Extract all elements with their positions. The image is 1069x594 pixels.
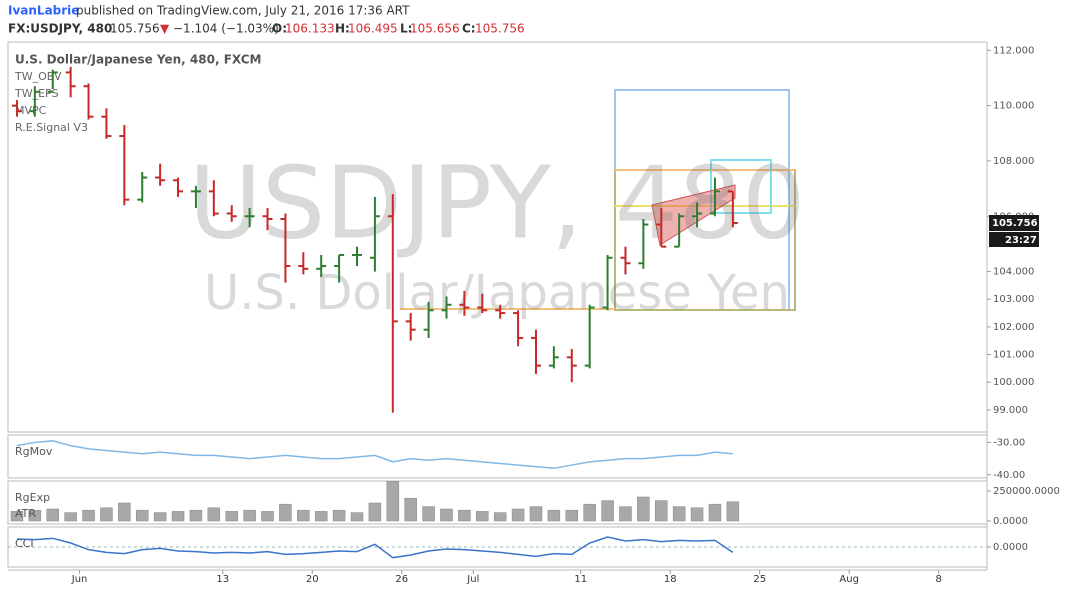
y-tick-label: 102.000	[993, 322, 1034, 333]
histogram-bar	[332, 509, 346, 522]
ohlc-value: 105.656	[410, 22, 460, 36]
indicator-line	[16, 440, 733, 470]
timer-badge-label: 23:27	[1005, 235, 1037, 246]
x-tick-label: 26	[395, 574, 408, 585]
histogram-bar	[493, 512, 507, 522]
histogram-bar	[135, 509, 149, 522]
ohlc-value: 105.756	[475, 22, 525, 36]
histogram-bar	[476, 511, 489, 522]
indicator-label: R.E.Signal V3	[15, 121, 88, 134]
drawing-box	[710, 159, 772, 214]
ohlc-value: 106.133	[285, 22, 335, 36]
timer-badge	[989, 232, 1039, 248]
y-tick-label: 0.0000	[993, 516, 1028, 527]
histogram-bar	[565, 509, 579, 522]
published-note: published on TradingView.com, July 21, 2…	[76, 4, 410, 18]
histogram-bar	[297, 509, 310, 522]
x-tick-label: 11	[574, 574, 587, 585]
histogram-bar	[619, 506, 632, 522]
price-badge-label: 105.756	[992, 218, 1038, 229]
histogram-bar	[243, 509, 256, 522]
x-tick-label: Aug	[839, 574, 859, 585]
y-tick-label: 100.000	[993, 377, 1034, 388]
indicator-subtitle: ATR	[15, 507, 36, 520]
x-tick-label: 13	[216, 574, 229, 585]
histogram-bar	[547, 509, 561, 522]
y-tick-label: 110.000	[993, 101, 1034, 112]
histogram-bar	[386, 481, 400, 522]
change: −1.104 (−1.03%)	[173, 22, 279, 36]
indicator-title: RgExp	[15, 491, 50, 504]
watermark: U.S. Dollar/Japanese Yen	[204, 265, 790, 321]
y-tick-label: 101.000	[993, 350, 1034, 361]
ohlc-label: L:	[400, 22, 412, 36]
y-tick-label: 104.000	[993, 267, 1034, 278]
y-tick-label: -40.00	[993, 470, 1025, 481]
author-link[interactable]: IvanLabrie	[8, 4, 79, 18]
histogram-bar	[64, 512, 77, 522]
histogram-bar	[726, 501, 740, 522]
histogram-bar	[511, 508, 525, 522]
histogram-bar	[422, 506, 435, 522]
histogram-bar	[261, 511, 274, 522]
plot-area: Jun 13 20 26 Jul 11 18 25 Aug 8 99.000 100.000 101.0…	[8, 45, 1060, 585]
y-tick-label: 103.000	[993, 294, 1034, 305]
histogram-bar	[655, 500, 668, 522]
change-arrow: ▼	[160, 22, 170, 36]
ohlc-value: 106.495	[348, 22, 398, 36]
ohlc-label: H:	[335, 22, 350, 36]
x-tick-label: Jun	[71, 574, 88, 585]
histogram-bar	[171, 511, 185, 522]
symbol: FX:USDJPY, 480	[8, 22, 112, 36]
histogram-bar	[28, 509, 42, 522]
indicator-line	[16, 536, 734, 559]
histogram-bar	[153, 512, 167, 522]
histogram-bar	[189, 509, 203, 522]
price-badge	[989, 215, 1039, 232]
histogram-bar	[601, 500, 614, 522]
histogram-bar	[529, 506, 543, 522]
histogram-bar	[583, 503, 596, 522]
x-tick-label: Jul	[466, 574, 479, 585]
histogram-bar	[207, 507, 221, 522]
x-tick-label: 20	[306, 574, 319, 585]
indicator-title: CCI	[15, 537, 34, 550]
watermark: USDJPY, 480	[189, 144, 806, 261]
histogram-bar	[82, 509, 95, 522]
histogram-bar	[637, 496, 650, 522]
y-tick-label: 108.000	[993, 156, 1034, 167]
x-tick-label: 18	[664, 574, 677, 585]
y-tick-label: 0.0000	[993, 542, 1028, 553]
last-price: 105.756	[110, 22, 160, 36]
histogram-bar	[708, 503, 722, 522]
histogram-bar	[368, 502, 382, 522]
histogram-bar	[100, 507, 113, 522]
histogram-bar	[46, 508, 59, 522]
indicator-label: TW_EPS	[14, 87, 59, 100]
y-tick-label: 250000.0000	[993, 486, 1060, 497]
histogram-bar	[690, 507, 704, 522]
histogram-bar	[10, 511, 24, 522]
histogram-bar	[672, 506, 686, 522]
histogram-bar	[458, 509, 471, 522]
indicator-title: RgMov	[15, 445, 53, 458]
y-tick-label: -30.00	[993, 437, 1025, 448]
ohlc-label: C:	[462, 22, 476, 36]
histogram-bar	[350, 512, 364, 522]
histogram-bar	[279, 503, 292, 522]
histogram-bar	[118, 502, 131, 522]
x-tick-label: 25	[753, 574, 766, 585]
histogram-bar	[314, 511, 328, 522]
x-tick-label: 8	[935, 574, 941, 585]
chart-title: U.S. Dollar/Japanese Yen, 480, FXCM	[15, 53, 261, 67]
y-tick-label: 112.000	[993, 45, 1034, 56]
indicator-label: TW_OBV	[14, 70, 62, 83]
ohlc-label: O:	[272, 22, 287, 36]
histogram-bar	[404, 497, 417, 522]
histogram-bar	[440, 508, 453, 522]
y-tick-label: 99.000	[993, 405, 1028, 416]
histogram-bar	[225, 511, 238, 522]
